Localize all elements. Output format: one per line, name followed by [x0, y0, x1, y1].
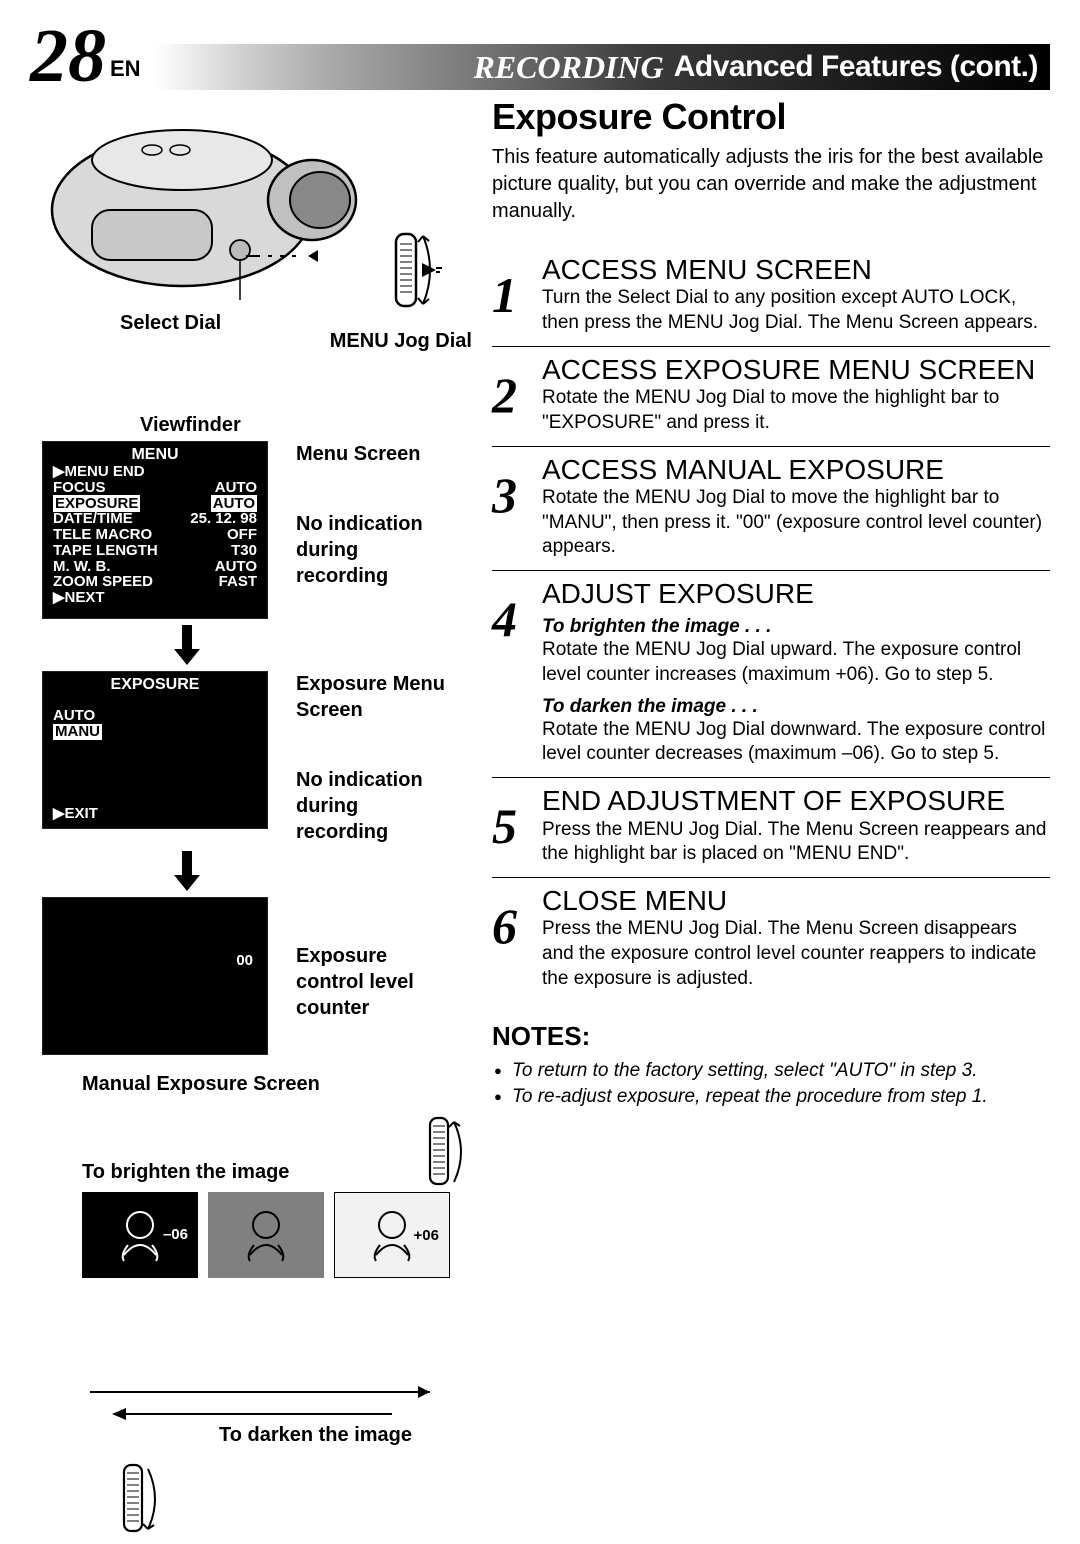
step-number: 1: [492, 273, 538, 336]
arrow-down-icon: [172, 625, 472, 667]
jog-dial-bottom-icon: [112, 1461, 472, 1544]
exposure-counter-value: 00: [236, 952, 253, 969]
menu-row: TAPE LENGTHT30: [53, 543, 257, 559]
to-brighten-label: To brighten the image: [82, 1161, 412, 1184]
jog-dial-icon: [380, 228, 444, 314]
camera-illustration: Select Dial MENU Jog Dial: [42, 96, 472, 346]
menu-row: ▶NEXT: [53, 590, 257, 606]
thumbnail-mid: [208, 1192, 324, 1278]
step-title: CLOSE MENU: [542, 886, 1050, 915]
no-indication-label-1: No indication during recording: [296, 511, 446, 589]
note-item: To return to the factory setting, select…: [494, 1058, 1050, 1084]
step: 4ADJUST EXPOSURE To brighten the image . …: [492, 571, 1050, 778]
step-title: ACCESS MENU SCREEN: [542, 255, 1050, 284]
step-text: Turn the Select Dial to any position exc…: [542, 286, 1050, 335]
exposure-screen-title: EXPOSURE: [53, 676, 257, 694]
step-text: Rotate the MENU Jog Dial to move the hig…: [542, 386, 1050, 435]
section-title: Exposure Control: [492, 96, 1050, 138]
step-number: 6: [492, 904, 538, 991]
manual-exposure-label: Manual Exposure Screen: [82, 1073, 472, 1096]
step: 2ACCESS EXPOSURE MENU SCREENRotate the M…: [492, 347, 1050, 447]
step-title: END ADJUSTMENT OF EXPOSURE: [542, 786, 1050, 815]
step: 6CLOSE MENUPress the MENU Jog Dial. The …: [492, 878, 1050, 1001]
exposure-menu-screen: EXPOSURE ▶EXIT AUTOMANU: [42, 671, 268, 829]
select-dial-label: Select Dial: [120, 312, 221, 335]
step-title: ACCESS EXPOSURE MENU SCREEN: [542, 355, 1050, 384]
arrow-down-icon: [172, 851, 472, 893]
step-number: 5: [492, 804, 538, 867]
section-intro: This feature automatically adjusts the i…: [492, 144, 1050, 225]
menu-row: M. W. B.AUTO: [53, 559, 257, 575]
to-darken-label: To darken the image: [42, 1424, 412, 1447]
menu-screen: MENU ▶MENU ENDFOCUSAUTOEXPOSUREAUTODATE/…: [42, 441, 268, 619]
right-arrow-icon: [82, 1277, 452, 1291]
step-number: 3: [492, 473, 538, 560]
thumbnail-dark: –06: [82, 1192, 198, 1278]
step-title: ACCESS MANUAL EXPOSURE: [542, 455, 1050, 484]
step-number: 2: [492, 373, 538, 436]
menu-row: DATE/TIME25. 12. 98: [53, 511, 257, 527]
menu-row: FOCUSAUTO: [53, 480, 257, 496]
exposure-counter-label: Exposure control level counter: [296, 943, 416, 1021]
figure-icon: [236, 1205, 296, 1265]
menu-row: ▶MENU END: [53, 464, 257, 480]
step-text: Rotate the MENU Jog Dial to move the hig…: [542, 486, 1050, 560]
menu-row: EXPOSUREAUTO: [53, 496, 257, 512]
left-column: Select Dial MENU Jog Dial Viewfinder MEN…: [42, 96, 472, 1544]
no-indication-label-2: No indication during recording: [296, 767, 446, 845]
note-item: To re-adjust exposure, repeat the proced…: [494, 1084, 1050, 1110]
jog-dial-small-icon: [418, 1114, 472, 1192]
step-number: 4: [492, 597, 538, 767]
menu-row: ZOOM SPEEDFAST: [53, 574, 257, 590]
step: 3ACCESS MANUAL EXPOSURERotate the MENU J…: [492, 447, 1050, 571]
page-number: 28: [30, 22, 106, 90]
menu-screen-label: Menu Screen: [296, 441, 446, 467]
step-text: Rotate the MENU Jog Dial upward. The exp…: [542, 638, 1050, 687]
manual-exposure-screen: 00: [42, 897, 268, 1055]
thumb-value-dark: –06: [163, 1226, 188, 1243]
step-text: Rotate the MENU Jog Dial downward. The e…: [542, 718, 1050, 767]
step-text: Press the MENU Jog Dial. The Menu Screen…: [542, 818, 1050, 867]
thumb-value-light: +06: [414, 1227, 439, 1244]
step: 1ACCESS MENU SCREENTurn the Select Dial …: [492, 247, 1050, 347]
bright-arrow-line: [90, 1384, 450, 1400]
menu-jog-dial-label: MENU Jog Dial: [330, 330, 472, 353]
notes-list: To return to the factory setting, select…: [492, 1058, 1050, 1109]
brightness-thumbnails: –06 +06: [82, 1192, 472, 1278]
exposure-menu-label: Exposure Menu Screen: [296, 671, 456, 723]
page-lang: EN: [110, 56, 141, 82]
step-text: Press the MENU Jog Dial. The Menu Screen…: [542, 917, 1050, 991]
camcorder-icon: [32, 90, 372, 310]
step-title: ADJUST EXPOSURE: [542, 579, 1050, 608]
step: 5END ADJUSTMENT OF EXPOSURE Press the MEN…: [492, 778, 1050, 878]
notes-title: NOTES:: [492, 1021, 1050, 1052]
exposure-row: AUTO: [53, 708, 257, 724]
page-header: 28 EN RECORDING Advanced Features (cont.…: [0, 0, 1080, 90]
viewfinder-label: Viewfinder: [140, 414, 472, 437]
step-subtitle: To brighten the image . . .: [542, 616, 1050, 638]
step-subtitle: To darken the image . . .: [542, 696, 1050, 718]
menu-row: TELE MACROOFF: [53, 527, 257, 543]
figure-icon: [110, 1205, 170, 1265]
header-advanced: Advanced Features (cont.): [674, 50, 1038, 84]
dark-arrow-line: [112, 1406, 392, 1422]
header-bar: RECORDING Advanced Features (cont.): [155, 44, 1050, 90]
right-column: Exposure Control This feature automatica…: [472, 96, 1050, 1544]
exit-label: EXIT: [65, 805, 98, 822]
header-recording: RECORDING: [473, 49, 663, 86]
menu-screen-title: MENU: [53, 446, 257, 464]
thumbnail-light: +06: [334, 1192, 450, 1278]
exposure-row: MANU: [53, 724, 257, 740]
